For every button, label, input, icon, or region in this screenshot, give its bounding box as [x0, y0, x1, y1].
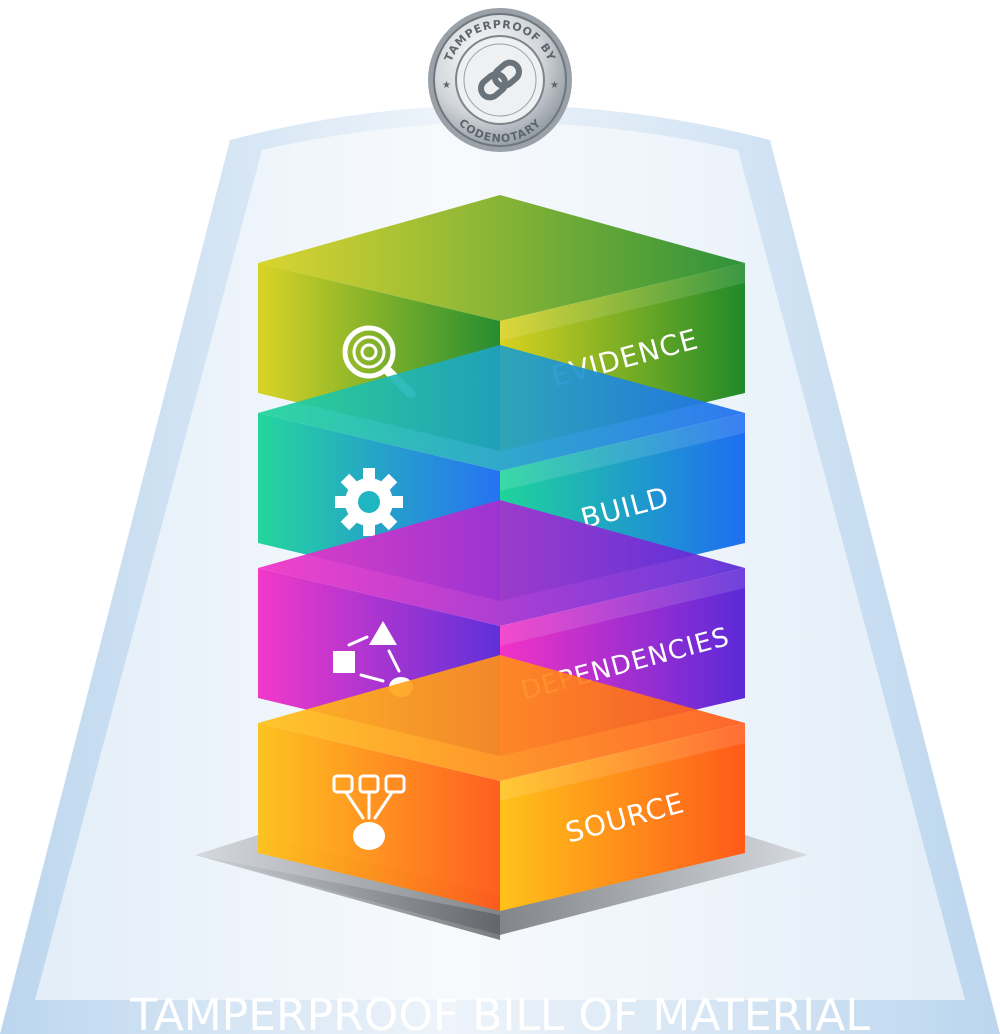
layer-highlight — [500, 723, 745, 801]
gear-icon — [335, 468, 403, 536]
layer-highlight — [500, 413, 745, 491]
layer-top-face — [258, 345, 745, 471]
layer-highlight — [500, 263, 745, 341]
seal-star-left-icon: ★ — [442, 80, 451, 91]
source-tree-icon — [332, 774, 406, 850]
layer-right-face — [500, 723, 745, 911]
layer-top-face — [258, 195, 745, 321]
chain-link-icon — [478, 59, 522, 101]
floor-shadow-right-band — [500, 835, 808, 935]
floor-shadow-left-band — [195, 835, 500, 935]
codenotary-seal: TAMPERPROOF BY CODENOTARY ★ ★ — [428, 8, 572, 152]
seal-star-right-icon: ★ — [550, 80, 559, 91]
layer-left-face — [258, 723, 500, 911]
floor-shadow-left — [195, 855, 500, 940]
footer-title: TAMPERPROOF BILL OF MATERIAL — [129, 990, 870, 1034]
layer-highlight — [500, 568, 745, 646]
layer-top-face — [258, 500, 745, 626]
layer-top-face — [258, 655, 745, 781]
layer-source: SOURCE — [258, 655, 745, 911]
